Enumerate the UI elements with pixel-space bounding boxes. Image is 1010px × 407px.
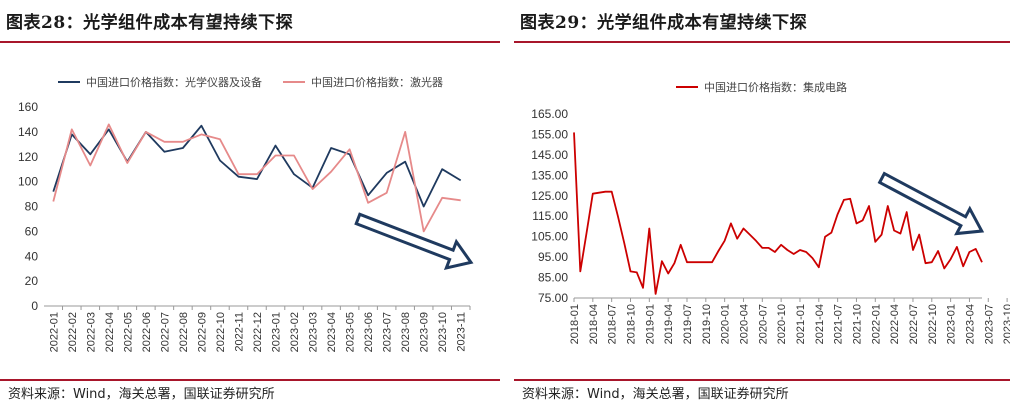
x-tick-label: 2023-04 [326,312,338,352]
y-tick-label: 135.00 [531,168,568,182]
x-tick-label: 2022-07 [159,312,171,352]
legend-label: 中国进口价格指数：激光器 [311,75,443,89]
y-tick-label: 40 [25,249,39,263]
x-tick-label: 2023-03 [308,312,320,352]
y-tick-label: 115.00 [532,209,568,223]
y-tick-label: 20 [25,274,39,288]
footer-divider [0,379,500,381]
x-tick-label: 2022-01 [48,312,60,352]
y-tick-label: 120 [18,150,38,164]
x-tick-label: 2020-07 [757,304,769,344]
y-tick-label: 165.00 [531,107,568,121]
x-tick-label: 2021-01 [795,304,807,344]
y-tick-label: 95.00 [538,250,568,264]
x-tick-label: 2022-06 [141,312,153,352]
x-tick-label: 2023-04 [964,304,976,344]
title-divider [0,41,500,43]
x-tick-label: 2019-04 [663,304,675,344]
x-tick-label: 2022-02 [67,312,79,352]
x-tick-label: 2023-07 [382,312,394,352]
source-note: 资料来源：Wind，海关总署，国联证券研究所 [8,387,275,402]
x-tick-label: 2021-07 [833,304,845,344]
trend-arrow-icon [877,171,985,236]
x-tick-label: 2022-10 [927,304,939,344]
x-tick-label: 2023-08 [400,312,412,352]
chart-panel-left: 图表28：光学组件成本有望持续下探 中国进口价格指数：光学仪器及设备 中国进口价格… [0,0,500,407]
trend-arrow-icon [354,212,474,270]
x-tick-label: 2022-09 [196,312,208,352]
y-tick-label: 80 [25,200,39,214]
x-tick-label: 2023-10 [437,312,449,352]
legend-label: 中国进口价格指数：光学仪器及设备 [86,75,262,89]
x-tick-label: 2020-01 [720,304,732,344]
y-tick-label: 160 [18,100,38,114]
x-tick-label: 2018-10 [625,304,637,344]
chart-title: 图表29：光学组件成本有望持续下探 [520,13,808,33]
line-chart-optical-import-price: 中国进口价格指数：光学仪器及设备 中国进口价格指数：激光器 0 20 40 60 80 100… [18,75,474,352]
x-tick-label: 2022-07 [908,304,920,344]
x-tick-label: 2022-08 [178,312,190,352]
y-tick-label: 140 [18,125,38,139]
x-tick-label: 2023-07 [983,304,995,344]
x-tick-label: 2023-10 [1002,304,1010,344]
x-tick-label: 2020-04 [738,304,750,344]
x-tick-label: 2023-09 [419,312,431,352]
x-tick-label: 2023-11 [456,312,468,352]
chart-panel-right: 图表29：光学组件成本有望持续下探 中国进口价格指数：集成电路 75.00 85.0… [514,0,1010,407]
x-tick-label: 2021-10 [851,304,863,344]
y-tick-label: 125.00 [531,189,568,203]
x-tick-label: 2022-04 [104,312,116,352]
source-note: 资料来源：Wind，海关总署，国联证券研究所 [522,387,789,402]
y-tick-label: 75.00 [538,291,568,305]
y-tick-label: 85.00 [538,271,568,285]
x-tick-label: 2019-10 [701,304,713,344]
y-tick-label: 100 [18,175,38,189]
x-tick-label: 2018-04 [588,304,600,344]
x-tick-label: 2023-05 [345,312,357,352]
title-divider [514,41,1010,43]
x-tick-label: 2023-02 [289,312,301,352]
y-tick-label: 145.00 [531,148,568,162]
series-line [52,123,461,233]
x-tick-label: 2022-04 [889,304,901,344]
x-tick-label: 2023-01 [271,312,283,352]
series-line [573,132,983,295]
x-tick-label: 2022-11 [233,312,245,352]
x-tick-label: 2021-04 [814,304,826,344]
legend-label: 中国进口价格指数：集成电路 [704,80,847,94]
y-tick-label: 0 [31,299,38,313]
line-chart-ic-import-price: 中国进口价格指数：集成电路 75.00 85.00 95.00 105.00 115.00… [531,80,1010,344]
x-tick-label: 2020-10 [776,304,788,344]
x-tick-label: 2023-01 [946,304,958,344]
y-tick-label: 60 [25,224,39,238]
x-tick-label: 2022-03 [85,312,97,352]
y-tick-label: 155.00 [531,127,568,141]
chart-title: 图表28：光学组件成本有望持续下探 [6,13,294,33]
x-tick-label: 2019-07 [682,304,694,344]
footer-divider [514,379,1010,381]
x-tick-label: 2023-06 [363,312,375,352]
x-tick-label: 2022-10 [215,312,227,352]
x-tick-label: 2022-12 [252,312,264,352]
x-tick-label: 2022-01 [870,304,882,344]
x-tick-label: 2022-05 [122,312,134,352]
x-tick-label: 2018-07 [607,304,619,344]
y-tick-label: 105.00 [531,230,568,244]
x-tick-label: 2018-01 [569,304,581,344]
x-tick-label: 2019-01 [644,304,656,344]
